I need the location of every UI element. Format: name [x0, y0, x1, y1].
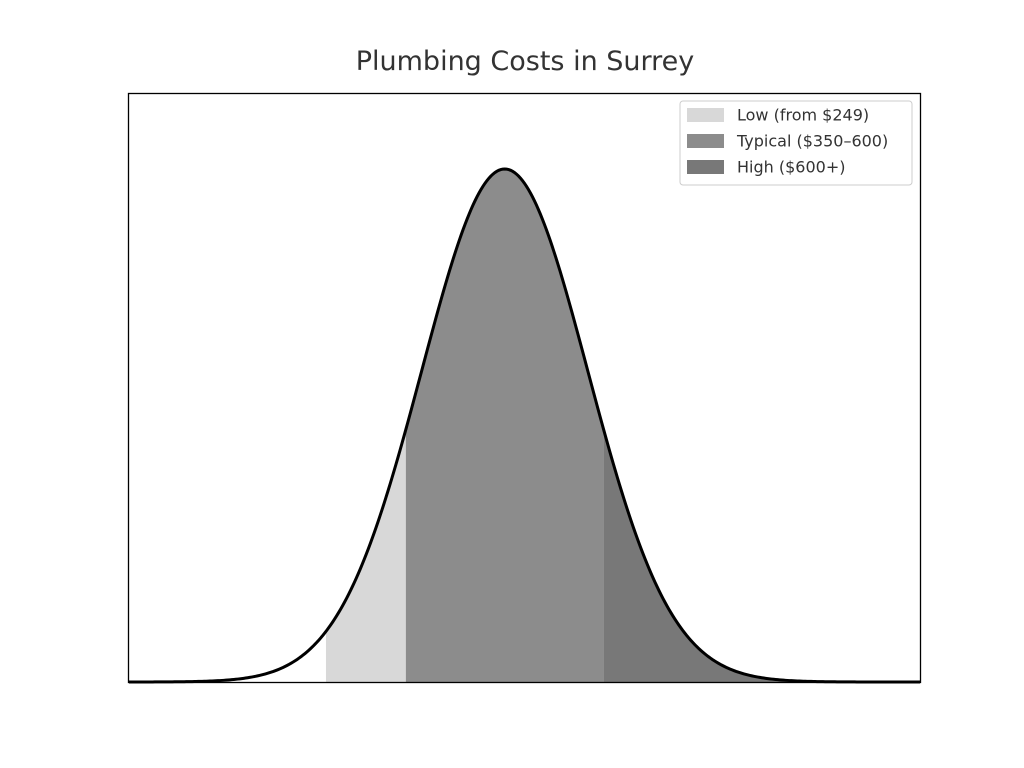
plot-frame [127, 92, 922, 684]
density-curve [129, 167, 920, 684]
legend-label-1: Typical ($350–600) [736, 132, 888, 151]
legend-label-0: Low (from $249) [737, 106, 869, 125]
legend-swatch-1 [687, 134, 724, 148]
legend-label-2: High ($600+) [737, 158, 845, 177]
legend-swatch-2 [687, 160, 724, 174]
band-1 [405, 169, 604, 682]
legend: Low (from $249) Typical ($350–600) High ($… [679, 100, 913, 186]
chart-title: Plumbing Costs in Surrey [356, 46, 695, 77]
legend-box [679, 100, 913, 186]
distribution-bands [325, 169, 920, 682]
legend-swatch-0 [687, 108, 724, 122]
band-2 [603, 429, 920, 682]
